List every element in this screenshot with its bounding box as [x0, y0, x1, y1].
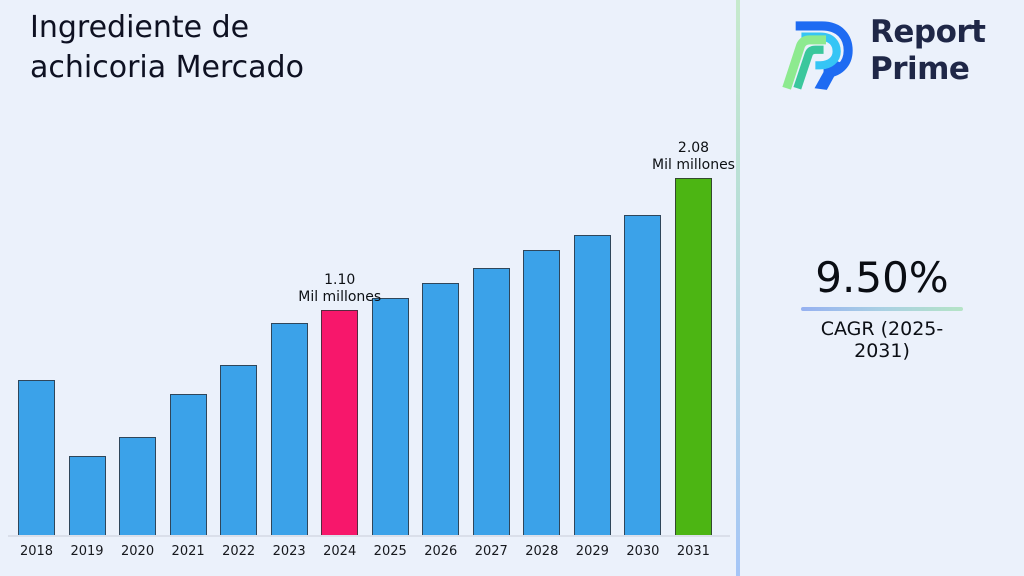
cagr-underline: [801, 307, 963, 311]
report-prime-logo-icon: [776, 10, 858, 100]
bar-2020: [119, 437, 157, 535]
x-label-2024: 2024: [323, 544, 357, 559]
x-axis-line: [8, 535, 730, 537]
x-axis-labels: 2018 2019 2020 2021 2022 2023 2024 2025 2026 2027…: [18, 544, 712, 559]
bar-2031: [674, 178, 712, 535]
cagr-value: 9.50%: [815, 253, 949, 302]
bar-2025: [371, 298, 409, 535]
bar-group: [18, 0, 712, 535]
annotation-unit: Mil millones: [298, 289, 382, 305]
bar-2030: [624, 215, 662, 535]
bar-2022: [220, 365, 258, 535]
bar-2023: [270, 323, 308, 535]
x-label-2018: 2018: [19, 544, 54, 559]
x-label-2027: 2027: [474, 544, 508, 559]
x-label-2022: 2022: [222, 544, 256, 559]
page-title: Ingrediente de achicoria Mercado: [30, 8, 304, 88]
x-label-2020: 2020: [121, 544, 155, 559]
x-label-2031: 2031: [676, 544, 710, 559]
page-title-line2: achicoria Mercado: [30, 50, 304, 85]
cagr-callout: 9.50% CAGR (2025-2031): [801, 254, 963, 362]
x-label-2023: 2023: [272, 544, 306, 559]
logo-text-line1: Report: [870, 14, 986, 50]
annotation-unit: Mil millones: [652, 157, 735, 173]
bar-2029: [573, 235, 611, 535]
annotation-value: 2.08: [677, 140, 710, 156]
x-label-2030: 2030: [626, 544, 660, 559]
x-label-2021: 2021: [171, 544, 205, 559]
cagr-label: CAGR (2025-2031): [820, 318, 944, 362]
report-prime-logo-text: Report Prime: [870, 14, 986, 88]
bar-2027: [472, 268, 510, 535]
logo-text-line2: Prime: [870, 51, 970, 87]
bar-2019: [68, 456, 106, 535]
bar-annotation-2024: 1.10 Mil millones: [298, 272, 381, 306]
x-label-2019: 2019: [70, 544, 104, 559]
bar-2018: [18, 380, 55, 535]
bar-annotation-2031: 2.08 Mil millones: [652, 140, 735, 174]
x-label-2029: 2029: [575, 544, 609, 559]
bar-2026: [422, 283, 460, 535]
annotation-value: 1.10: [324, 272, 356, 288]
page-title-line1: Ingrediente de: [30, 10, 250, 45]
bar-2024: [321, 310, 359, 535]
x-label-2028: 2028: [525, 544, 559, 559]
bar-2021: [169, 394, 207, 535]
x-label-2026: 2026: [424, 544, 458, 559]
report-prime-logo: Report Prime: [776, 10, 986, 100]
bar-2028: [523, 250, 561, 535]
section-divider: [736, 0, 740, 576]
x-label-2025: 2025: [373, 544, 407, 559]
